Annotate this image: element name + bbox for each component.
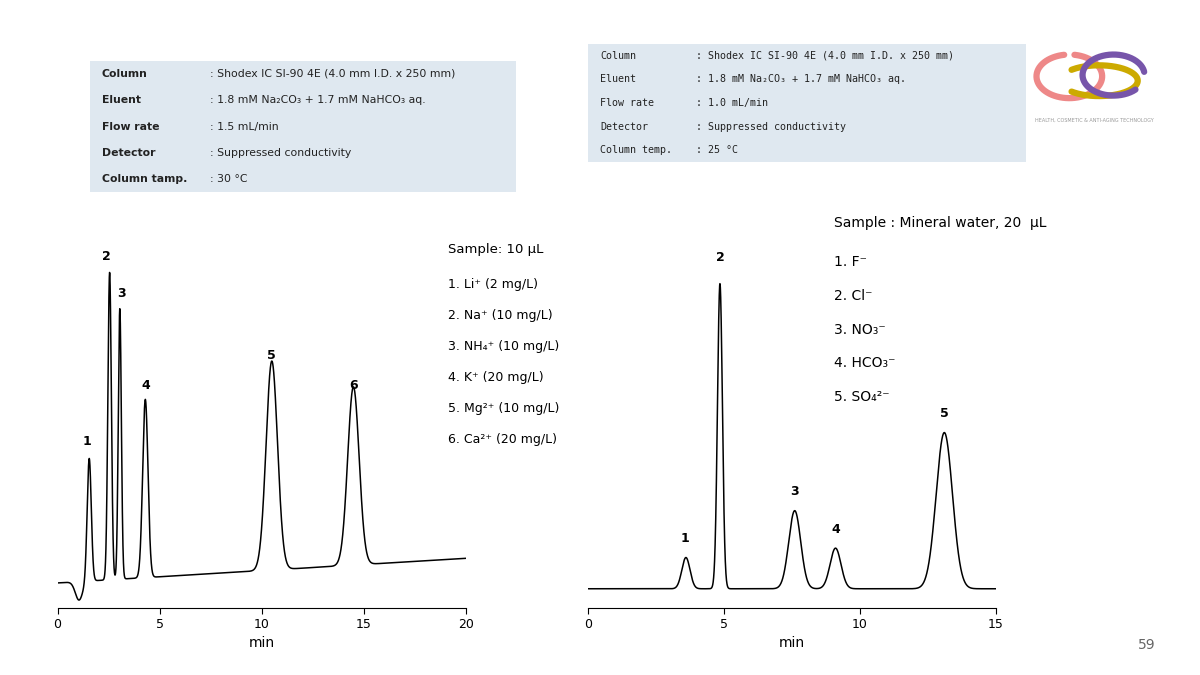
Text: HEALTH, COSMETIC & ANTI-AGING TECHNOLOGY: HEALTH, COSMETIC & ANTI-AGING TECHNOLOGY <box>1036 117 1153 122</box>
Text: 5. SO₄²⁻: 5. SO₄²⁻ <box>834 390 889 404</box>
Text: 4. HCO₃⁻: 4. HCO₃⁻ <box>834 356 895 371</box>
Text: 1: 1 <box>83 435 91 448</box>
X-axis label: min: min <box>248 637 275 651</box>
Text: Flow rate: Flow rate <box>102 122 160 132</box>
Text: 2. Cl⁻: 2. Cl⁻ <box>834 289 872 303</box>
Text: Detector: Detector <box>600 122 648 132</box>
Text: Eluent: Eluent <box>600 74 636 84</box>
Text: 3. NH₄⁺ (10 mg/L): 3. NH₄⁺ (10 mg/L) <box>448 340 559 353</box>
Text: : Shodex IC SI-90 4E (4.0 mm I.D. x 250 mm): : Shodex IC SI-90 4E (4.0 mm I.D. x 250 … <box>696 51 954 61</box>
Text: 5: 5 <box>940 407 949 420</box>
Text: 4. K⁺ (20 mg/L): 4. K⁺ (20 mg/L) <box>448 371 544 384</box>
Text: 5: 5 <box>268 349 276 362</box>
Text: Column: Column <box>102 69 148 79</box>
Text: 2. Na⁺ (10 mg/L): 2. Na⁺ (10 mg/L) <box>448 309 552 322</box>
Text: : 1.0 mL/min: : 1.0 mL/min <box>696 98 768 108</box>
Text: Sample : Mineral water, 20  μL: Sample : Mineral water, 20 μL <box>834 216 1046 230</box>
Text: : Suppressed conductivity: : Suppressed conductivity <box>696 122 846 132</box>
Text: : 1.8 mM Na₂CO₃ + 1.7 mM NaHCO₃ aq.: : 1.8 mM Na₂CO₃ + 1.7 mM NaHCO₃ aq. <box>210 95 426 105</box>
Text: : 30 °C: : 30 °C <box>210 174 247 184</box>
Text: 3: 3 <box>118 287 126 300</box>
Text: Sample: 10 μL: Sample: 10 μL <box>448 243 542 256</box>
Text: 3. NO₃⁻: 3. NO₃⁻ <box>834 323 886 337</box>
Text: 59: 59 <box>1138 639 1156 652</box>
Text: : 1.5 mL/min: : 1.5 mL/min <box>210 122 278 132</box>
Text: 6: 6 <box>349 379 358 392</box>
Text: : Suppressed conductivity: : Suppressed conductivity <box>210 148 352 158</box>
Text: 4: 4 <box>140 379 150 392</box>
Text: 3: 3 <box>791 485 799 498</box>
Text: 2: 2 <box>715 251 725 264</box>
Text: Column: Column <box>600 51 636 61</box>
Text: : Shodex IC SI-90 4E (4.0 mm I.D. x 250 mm): : Shodex IC SI-90 4E (4.0 mm I.D. x 250 … <box>210 69 455 79</box>
Text: 5. Mg²⁺ (10 mg/L): 5. Mg²⁺ (10 mg/L) <box>448 402 559 415</box>
Text: 1. F⁻: 1. F⁻ <box>834 255 866 269</box>
Text: 2: 2 <box>102 250 110 263</box>
Text: : 25 °C: : 25 °C <box>696 145 738 155</box>
Text: Column tamp.: Column tamp. <box>102 174 187 184</box>
Text: 1: 1 <box>680 532 689 545</box>
Text: : 1.8 mM Na₂CO₃ + 1.7 mM NaHCO₃ aq.: : 1.8 mM Na₂CO₃ + 1.7 mM NaHCO₃ aq. <box>696 74 906 84</box>
Text: Eluent: Eluent <box>102 95 142 105</box>
Text: Column temp.: Column temp. <box>600 145 672 155</box>
Text: 1. Li⁺ (2 mg/L): 1. Li⁺ (2 mg/L) <box>448 278 538 291</box>
Text: 4: 4 <box>832 522 840 536</box>
X-axis label: min: min <box>779 637 805 651</box>
Text: Detector: Detector <box>102 148 156 158</box>
Text: Flow rate: Flow rate <box>600 98 654 108</box>
Text: 6. Ca²⁺ (20 mg/L): 6. Ca²⁺ (20 mg/L) <box>448 433 557 446</box>
